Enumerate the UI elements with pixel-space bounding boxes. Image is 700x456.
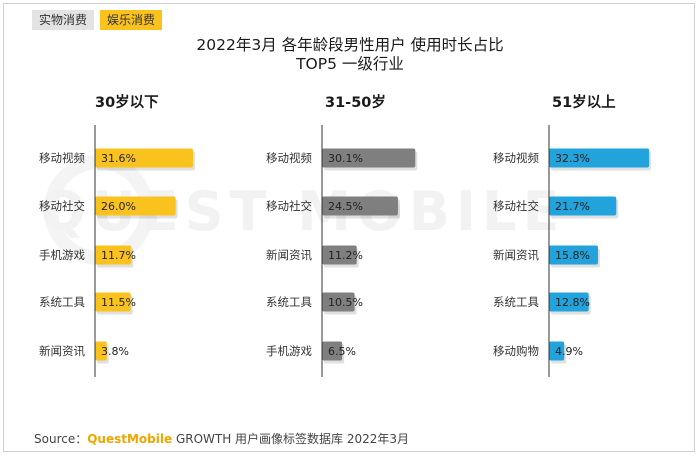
bar-2-1 [322, 148, 416, 168]
source-prefix: Source： [34, 432, 88, 446]
value-label: 15.8% [555, 249, 590, 262]
source-brand: QuestMobile [87, 432, 173, 446]
value-label: 21.7% [555, 200, 590, 213]
bar-3-3 [549, 245, 598, 265]
tab-entertainment-consumption[interactable]: 娱乐消费 [100, 10, 163, 30]
category-label: 移动视频 [266, 151, 312, 165]
category-label: 移动社交 [39, 199, 85, 213]
tab-physical-consumption[interactable]: 实物消费 [32, 10, 95, 30]
value-label: 24.5% [328, 200, 363, 213]
panel-title-31-50: 31-50岁 [325, 95, 386, 111]
value-label: 12.8% [555, 296, 590, 309]
bar-3-5 [549, 341, 565, 361]
category-label: 系统工具 [266, 295, 312, 309]
source-note: Source：QuestMobile GROWTH 用户画像标签数据库 2022… [34, 430, 409, 447]
bar-1-4 [95, 292, 131, 312]
category-label: 手机游戏 [266, 344, 312, 358]
value-label: 26.0% [101, 200, 136, 213]
value-label: 6.5% [328, 345, 356, 358]
bar-1-3 [95, 245, 132, 265]
category-label: 新闻资讯 [39, 344, 85, 358]
category-label: 系统工具 [39, 295, 85, 309]
value-label: 4.9% [555, 345, 583, 358]
panel-title-under-30: 30岁以下 [95, 95, 159, 111]
chart-subtitle: TOP5 一级行业 [296, 55, 404, 73]
bar-3-1 [549, 148, 650, 168]
category-label: 移动视频 [493, 151, 539, 165]
bar-1-1 [95, 148, 193, 168]
value-label: 30.1% [328, 152, 363, 165]
chart-title: 2022年3月 各年龄段男性用户 使用时长占比 [196, 36, 504, 54]
category-label: 新闻资讯 [493, 248, 539, 262]
bar-3-2 [549, 196, 617, 216]
value-label: 11.2% [328, 249, 363, 262]
value-label: 3.8% [101, 345, 129, 358]
category-label: 移动社交 [493, 199, 539, 213]
value-label: 10.5% [328, 296, 363, 309]
category-label: 手机游戏 [39, 248, 85, 262]
value-label: 11.5% [101, 296, 136, 309]
category-tabs: 实物消费 娱乐消费 [32, 10, 163, 30]
value-label: 32.3% [555, 152, 590, 165]
bar-2-3 [322, 245, 357, 265]
source-text: GROWTH 用户画像标签数据库 2022年3月 [172, 432, 410, 446]
value-label: 31.6% [101, 152, 136, 165]
panel-title-over-51: 51岁以上 [552, 95, 616, 111]
bar-1-2 [95, 196, 176, 216]
bar-1-5 [95, 341, 107, 361]
bar-3-4 [549, 292, 589, 312]
bar-2-2 [322, 196, 398, 216]
bar-2-4 [322, 292, 355, 312]
category-label: 新闻资讯 [266, 248, 312, 262]
bar-2-5 [322, 341, 343, 361]
category-label: 移动视频 [39, 151, 85, 165]
category-label: 移动社交 [266, 199, 312, 213]
category-label: 系统工具 [493, 295, 539, 309]
category-label: 移动购物 [493, 344, 539, 358]
value-label: 11.7% [101, 249, 136, 262]
